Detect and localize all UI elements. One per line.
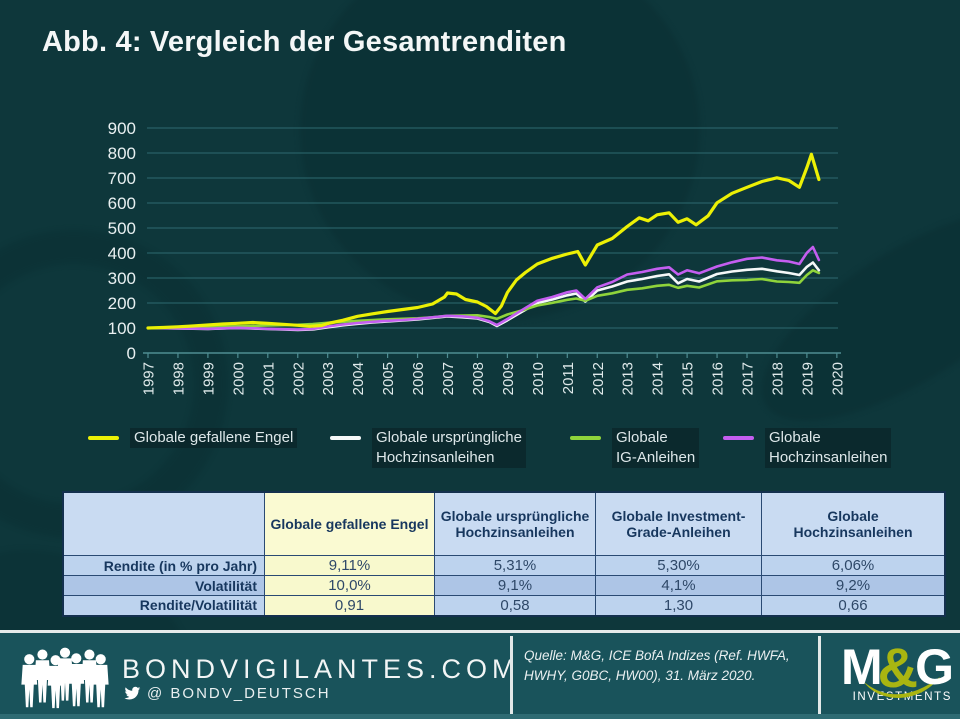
x-axis-label: 2000: [230, 362, 247, 395]
y-axis-label: 800: [108, 144, 136, 163]
legend-item: Globale ursprüngliche Hochzinsanleihen: [330, 428, 526, 468]
x-axis-label: 2018: [769, 362, 786, 395]
row-label: Volatilität: [62, 575, 265, 596]
footer-bottom-strip: [0, 714, 960, 719]
x-axis-label: 2007: [440, 362, 457, 395]
legend-swatch: [570, 436, 601, 440]
x-axis-label: 2013: [620, 362, 637, 395]
y-axis-label: 900: [108, 119, 136, 138]
y-axis-label: 500: [108, 219, 136, 238]
logo-g: G: [915, 639, 954, 695]
x-axis-label: 2001: [260, 362, 277, 395]
x-axis-label: 2009: [500, 362, 517, 395]
x-axis-label: 1998: [170, 362, 187, 395]
footer: BONDVIGILANTES.COM @ BONDV_DEUTSCH Quell…: [0, 633, 960, 719]
y-axis-label: 100: [108, 319, 136, 338]
table-head: Globale gefallene Engel Globale ursprüngl…: [62, 491, 946, 556]
table-cell: 0,66: [761, 595, 946, 616]
legend-label: Globale Hochzinsanleihen: [765, 428, 892, 468]
twitter-icon: [124, 686, 141, 700]
logo-swoosh: [863, 676, 941, 698]
x-axis-label: 2011: [560, 362, 577, 394]
x-axis-label: 2015: [680, 362, 697, 395]
footer-section-divider: [818, 636, 821, 716]
table-cell: 5,30%: [595, 555, 762, 576]
x-axis-label: 2019: [799, 362, 816, 395]
mg-investments-logo: M&G INVESTMENTS: [828, 639, 954, 713]
page-title: Abb. 4: Vergleich der Gesamtrenditen: [42, 26, 567, 58]
x-axis-label: 2020: [829, 362, 846, 395]
footer-divider-line: [0, 630, 960, 633]
y-axis-label: 700: [108, 169, 136, 188]
x-axis-label: 2002: [290, 362, 307, 395]
table-row: Rendite (in % pro Jahr) 9,11% 5,31% 5,30% 6,…: [62, 555, 946, 576]
x-axis-label: 1999: [200, 362, 217, 395]
x-axis-label: 2006: [410, 362, 427, 395]
table-row: Volatilität 10,0% 9,1% 4,1% 9,2%: [62, 575, 946, 596]
x-axis-label: 2014: [650, 362, 667, 395]
chart-area: 0 100 200 300 400 500 600 700 800 900 1997 1998 1999…: [0, 100, 960, 430]
site-title: BONDVIGILANTES.COM: [122, 654, 520, 684]
x-axis-label: 2016: [710, 362, 727, 395]
twitter-row: @ BONDV_DEUTSCH: [124, 685, 331, 702]
table-header-cell: [62, 491, 265, 556]
x-axis-label: 2017: [740, 362, 757, 395]
y-axis-label: 200: [108, 294, 136, 313]
table-header-cell: Globale Investment-Grade-Anleihen: [595, 491, 762, 556]
legend-label: Globale IG-Anleihen: [612, 428, 700, 468]
row-label: Rendite (in % pro Jahr): [62, 555, 265, 576]
x-axis-label: 2005: [380, 362, 397, 395]
row-label: Rendite/Volatilität: [62, 595, 265, 616]
table-cell: 1,30: [595, 595, 762, 616]
table-cell: 10,0%: [264, 575, 435, 596]
y-axis-label: 0: [127, 344, 136, 363]
series-line-4: [146, 245, 821, 331]
twitter-handle: @ BONDV_DEUTSCH: [147, 685, 331, 702]
logo-ampersand: &: [877, 636, 919, 699]
legend-swatch: [723, 436, 754, 440]
table-cell: 9,1%: [434, 575, 596, 596]
legend-item: Globale IG-Anleihen: [570, 428, 700, 468]
table-cell: 6,06%: [761, 555, 946, 576]
crowd-icon: [21, 647, 109, 709]
legend-swatch: [330, 436, 361, 440]
table-cell: 9,11%: [264, 555, 435, 576]
series-line-1: [146, 152, 821, 330]
table-header-cell: Globale ursprüngliche Hochzinsanleihen: [434, 491, 596, 556]
table-cell: 9,2%: [761, 575, 946, 596]
legend: Globale gefallene Engel Globale ursprüngl…: [0, 428, 960, 480]
x-axis-label: 1997: [141, 362, 158, 395]
source-note: Quelle: M&G, ICE BofA Indizes (Ref. HWFA…: [524, 648, 790, 684]
table-cell: 4,1%: [595, 575, 762, 596]
legend-label: Globale ursprüngliche Hochzinsanleihen: [372, 428, 526, 468]
legend-item: Globale Hochzinsanleihen: [723, 428, 892, 468]
x-axis-label: 2012: [590, 362, 607, 395]
y-axis-label: 600: [108, 194, 136, 213]
table-body: Rendite (in % pro Jahr) 9,11% 5,31% 5,30% 6,…: [62, 555, 946, 616]
table-cell: 0,58: [434, 595, 596, 616]
x-axis-label: 2003: [320, 362, 337, 395]
table-cell: 5,31%: [434, 555, 596, 576]
footer-section-divider: [510, 636, 513, 716]
table-header-cell: Globale Hochzinsanleihen: [761, 491, 946, 556]
comparison-table: Globale gefallene Engel Globale ursprüngl…: [62, 491, 946, 617]
legend-swatch: [88, 436, 119, 440]
y-axis-label: 400: [108, 244, 136, 263]
y-axis-label: 300: [108, 269, 136, 288]
logo-wordmark: M&G: [828, 639, 954, 696]
x-axis-label: 2008: [470, 362, 487, 395]
x-axis-label: 2010: [530, 362, 547, 395]
total-returns-chart: 0 100 200 300 400 500 600 700 800 900 1997 1998 1999…: [108, 119, 847, 395]
logo-m: M: [840, 639, 883, 695]
table-row: Rendite/Volatilität 0,91 0,58 1,30 0,66: [62, 595, 946, 616]
legend-item: Globale gefallene Engel: [88, 428, 298, 448]
x-axis-label: 2004: [350, 362, 367, 395]
table-cell: 0,91: [264, 595, 435, 616]
table-header-row: Globale gefallene Engel Globale ursprüngl…: [62, 491, 946, 556]
legend-label: Globale gefallene Engel: [130, 428, 298, 448]
table-header-cell: Globale gefallene Engel: [264, 491, 435, 556]
